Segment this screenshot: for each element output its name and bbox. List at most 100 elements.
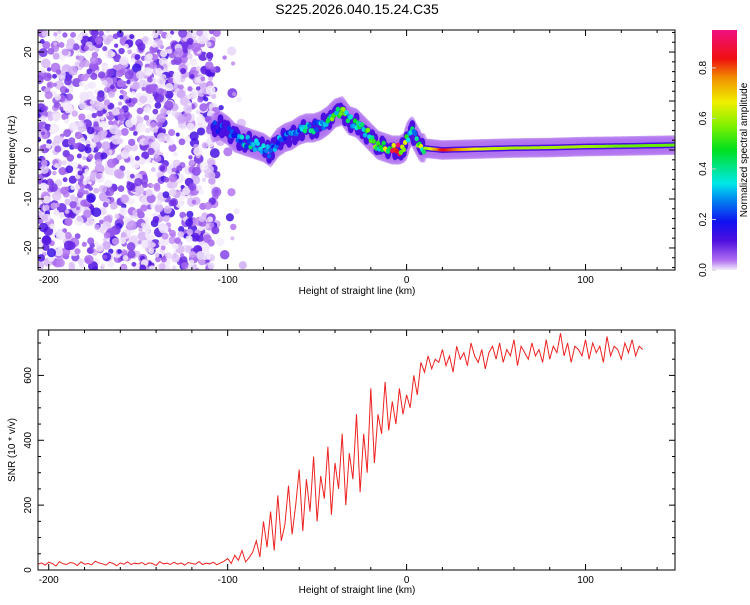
spectral-noise-blob	[56, 258, 65, 268]
spectral-noise-blob	[60, 186, 69, 195]
ridge-core	[360, 122, 365, 128]
spectral-noise-blob	[196, 251, 205, 260]
x-tick-label: -100	[218, 575, 238, 586]
ridge-core	[365, 127, 371, 133]
spectral-noise-blob	[189, 259, 195, 265]
spectral-noise-blob	[41, 214, 49, 222]
spectral-noise-blob	[145, 127, 151, 134]
spectral-noise-blob	[64, 118, 70, 124]
spectral-noise-blob	[89, 56, 98, 65]
spectral-noise-blob	[53, 135, 63, 144]
spectral-noise-blob	[117, 249, 122, 254]
spectral-noise-blob	[124, 70, 134, 80]
ridge-core	[252, 146, 258, 152]
spectral-noise-blob	[162, 215, 170, 223]
spectral-noise-blob	[167, 77, 175, 84]
ridge-core	[268, 147, 273, 153]
snr-y-label: SNR (10 * v/v)	[7, 418, 18, 482]
spectral-noise-blob	[64, 217, 73, 227]
spectral-noise-blob	[78, 121, 84, 127]
spectral-noise-blob	[100, 116, 105, 121]
spectral-noise-blob	[209, 148, 220, 159]
spectral-noise-blob	[124, 169, 130, 176]
ridge-body	[286, 137, 293, 148]
spectral-noise-blob	[121, 90, 128, 97]
spectral-noise-blob	[119, 95, 124, 100]
spectral-noise-blob	[152, 216, 160, 223]
spectral-noise-blob	[75, 206, 80, 211]
spectral-noise-blob	[176, 89, 186, 99]
spectral-noise-blob	[53, 209, 60, 216]
spectral-noise-blob	[123, 144, 132, 153]
spectrogram-x-ticks: -200 -100 0 100	[39, 30, 658, 286]
spectral-noise-blob	[72, 142, 79, 150]
spectral-noise-blob	[206, 254, 212, 260]
spectral-noise-blob	[57, 30, 62, 35]
spectral-noise-blob	[46, 81, 54, 89]
spectral-noise-blob	[74, 233, 81, 240]
ridge-core	[238, 138, 243, 144]
spectral-noise-blob	[186, 228, 193, 236]
spectral-noise-blob	[94, 159, 103, 167]
spectral-noise-blob	[53, 32, 58, 37]
spectral-noise-blob	[74, 248, 81, 255]
spectral-noise-blob	[164, 100, 174, 111]
spectral-noise-blob	[208, 30, 214, 33]
ridge-core	[335, 106, 341, 112]
ridge-core	[414, 136, 419, 142]
spectral-noise-blob	[58, 42, 65, 48]
spectral-noise-blob	[39, 165, 49, 174]
spectral-noise-blob	[151, 53, 159, 61]
spectral-noise-blob	[77, 170, 83, 176]
spectral-noise-blob	[172, 242, 179, 250]
spectral-noise-blob	[200, 76, 206, 82]
spectral-noise-blob	[84, 190, 89, 195]
spectral-noise-blob	[102, 241, 111, 250]
spectral-noise-blob	[111, 107, 120, 116]
spectral-noise-blob	[166, 265, 171, 270]
spectral-noise-blob	[59, 106, 64, 111]
spectral-noise-blob	[107, 261, 115, 268]
spectral-noise-blob	[90, 63, 98, 71]
spectral-noise-blob	[102, 237, 108, 242]
spectral-noise-blob	[199, 161, 209, 171]
spectral-noise-blob	[185, 218, 193, 227]
ridge-core	[391, 142, 396, 148]
spectral-noise-blob	[55, 230, 66, 241]
spectrogram-y-label: Frequency (Hz)	[7, 116, 18, 185]
ridge-core	[672, 143, 675, 147]
spectral-noise-blob	[165, 33, 173, 40]
spectral-noise-blob	[116, 79, 125, 88]
spectral-noise-blob	[188, 159, 195, 166]
ridge-core	[412, 131, 418, 137]
spectral-noise-blob	[238, 261, 247, 270]
spectral-noise-blob	[191, 166, 201, 176]
spectral-noise-blob	[102, 46, 108, 52]
spectral-noise-blob	[156, 121, 163, 128]
spectral-noise-blob	[130, 58, 136, 63]
spectral-noise-blob	[94, 224, 100, 231]
colorbar-tick-label: 0.8	[698, 61, 709, 75]
spectral-noise-blob	[178, 84, 184, 90]
spectral-noise-blob	[58, 167, 67, 176]
spectral-noise-blob	[186, 52, 193, 60]
spectral-noise-blob	[41, 235, 52, 246]
spectral-noise-blob	[113, 168, 124, 179]
spectral-noise-blob	[190, 232, 200, 242]
spectral-noise-blob	[52, 170, 57, 176]
spectral-noise-blob	[49, 123, 60, 134]
spectral-noise-blob	[105, 49, 115, 59]
spectral-noise-blob	[79, 91, 89, 101]
spectral-noise-blob	[232, 91, 237, 97]
spectral-noise-blob	[129, 173, 135, 179]
ridge-body	[217, 114, 224, 125]
spectral-noise-blob	[189, 250, 197, 258]
spectral-noise-blob	[70, 31, 76, 38]
spectral-noise-blob	[101, 141, 111, 151]
spectral-noise-blob	[219, 250, 230, 260]
spectral-noise-blob	[168, 174, 178, 183]
spectral-noise-blob	[64, 209, 70, 214]
spectral-noise-blob	[118, 121, 123, 126]
spectral-noise-blob	[98, 126, 103, 132]
spectral-noise-blob	[171, 254, 180, 263]
